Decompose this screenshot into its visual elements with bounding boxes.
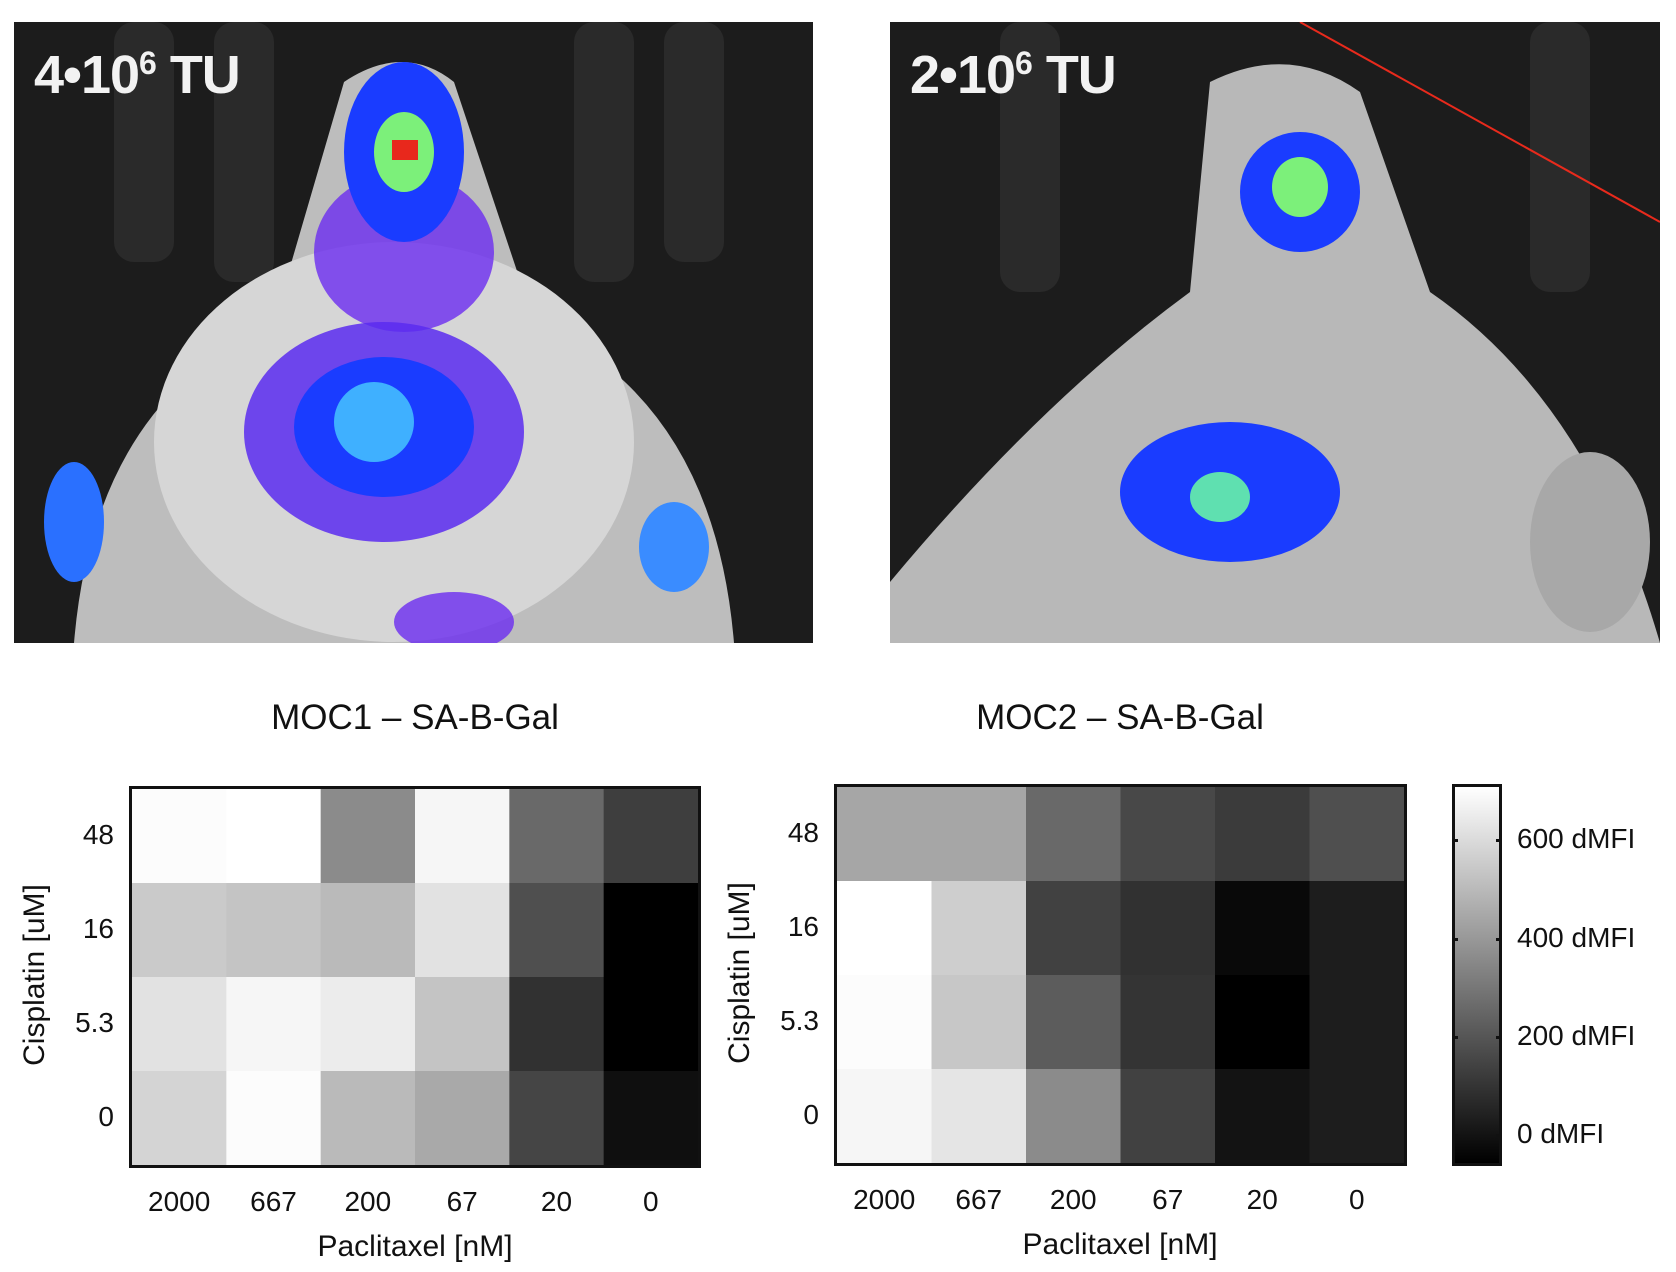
colorbar-tick-mark <box>1496 839 1502 843</box>
colorbar-tick-mark <box>1452 1036 1458 1039</box>
heatmap-cell <box>415 883 510 978</box>
colorbar-tick-mark <box>1452 937 1458 941</box>
y-axis-label-1: Cisplatin [uM] <box>18 884 51 1066</box>
heatmap-cell <box>1026 1069 1121 1163</box>
heatmap-cell <box>603 883 698 978</box>
colorbar-tick-mark <box>1452 839 1458 843</box>
heatmap-cell <box>1120 881 1216 976</box>
dose-label-1: 4•106 TU <box>34 45 241 105</box>
heatmap-cell <box>509 883 605 978</box>
heatmap-cell <box>320 883 416 978</box>
heatmap-cell <box>1309 1069 1404 1163</box>
heatmap-cell <box>1309 881 1404 976</box>
heatmap-cell <box>1026 787 1121 882</box>
x-tick-label: 0 <box>643 1186 659 1217</box>
x-tick-label: 0 <box>1348 1184 1365 1215</box>
heatmap-cell <box>509 789 605 884</box>
x-axis-label-2: Paclitaxel [nM] <box>1022 1228 1218 1261</box>
y-tick-label: 0 <box>98 1101 114 1132</box>
heatmap-cell <box>1215 1069 1310 1163</box>
x-tick-label: 20 <box>1246 1184 1278 1215</box>
colorbar-tick-mark <box>1496 1036 1502 1039</box>
heatmap-cell <box>603 1071 698 1165</box>
bioluminescence-photo-2: 2•106 TU <box>890 22 1660 643</box>
heatmap-cell <box>509 977 605 1072</box>
x-tick-label: 200 <box>1049 1184 1097 1215</box>
heatmap-cell <box>1120 975 1216 1070</box>
bioluminescence-photo-1: 4•106 TU <box>14 22 813 643</box>
y-tick-label: 48 <box>787 817 819 848</box>
heatmap-cells <box>837 787 1404 1163</box>
heatmap-cell <box>931 787 1027 882</box>
heatmap-title-2: MOC2 – SA-B-Gal <box>976 698 1264 737</box>
heatmap-cell <box>226 883 322 978</box>
y-tick-label: 0 <box>803 1099 819 1130</box>
x-tick-label: 2000 <box>853 1184 916 1215</box>
heatmap-cell <box>226 1071 322 1165</box>
mouse-image <box>44 22 734 643</box>
heatmap-cell <box>1215 881 1310 976</box>
x-tick-label: 667 <box>955 1184 1003 1215</box>
heatmap-cell <box>1215 975 1310 1070</box>
colorbar-tick-mark <box>1452 1134 1458 1138</box>
dose-label-2: 2•106 TU <box>910 45 1117 105</box>
heatmap-cell <box>603 977 698 1072</box>
heatmap-cell <box>1215 787 1310 882</box>
heatmap-moc2 <box>834 784 1407 1166</box>
heatmap-cell <box>837 1069 932 1163</box>
x-tick-label: 200 <box>344 1186 392 1217</box>
heatmap-cell <box>132 789 227 884</box>
heatmap-cell <box>226 977 322 1072</box>
heatmap-cell <box>1026 975 1121 1070</box>
heatmap-cell <box>1026 881 1121 976</box>
heatmap-title-1: MOC1 – SA-B-Gal <box>271 698 559 737</box>
colorbar <box>1452 784 1502 1166</box>
heatmap-cell <box>837 881 932 976</box>
heatmap-cell <box>1120 1069 1216 1163</box>
heatmap-cell <box>509 1071 605 1165</box>
x-axis-label-1: Paclitaxel [nM] <box>317 1230 513 1263</box>
x-tick-label: 67 <box>446 1186 478 1217</box>
y-tick-label: 5.3 <box>75 1007 114 1038</box>
heatmap-cell <box>320 1071 416 1165</box>
heatmap-cell <box>132 883 227 978</box>
y-tick-label: 16 <box>787 911 819 942</box>
heatmap-cell <box>931 1069 1027 1163</box>
heatmap-cell <box>320 789 416 884</box>
heatmap-cell <box>226 789 322 884</box>
y-tick-label: 16 <box>82 913 114 944</box>
heatmap-cell <box>415 789 510 884</box>
heatmap-cell <box>603 789 698 884</box>
x-tick-label: 2000 <box>148 1186 211 1217</box>
colorbar-tick-label: 600 dMFI <box>1517 823 1636 855</box>
colorbar-tick-label: 200 dMFI <box>1517 1020 1636 1051</box>
colorbar-tick-label: 0 dMFI <box>1517 1118 1605 1150</box>
y-tick-label: 48 <box>82 819 114 850</box>
x-tick-label: 67 <box>1152 1184 1184 1215</box>
heatmap-cell <box>132 1071 227 1165</box>
heatmap-cell <box>931 881 1027 976</box>
x-tick-label: 667 <box>250 1186 297 1217</box>
colorbar-tick-label: 400 dMFI <box>1517 921 1636 953</box>
x-tick-label: 20 <box>540 1186 573 1217</box>
heatmap-cell <box>415 1071 510 1165</box>
colorbar-tick-mark <box>1496 1134 1502 1138</box>
mouse-image <box>890 22 1660 643</box>
heatmap-cell <box>320 977 416 1072</box>
heatmap-cells <box>132 789 698 1165</box>
heatmap-cell <box>837 787 932 882</box>
heatmap-cell <box>931 975 1027 1070</box>
heatmap-cell <box>1309 787 1404 882</box>
heatmap-cell <box>1120 787 1216 882</box>
y-axis-label-2: Cisplatin [uM] <box>723 882 756 1064</box>
heatmap-moc1 <box>129 786 701 1168</box>
y-tick-label: 5.3 <box>780 1005 819 1036</box>
heatmap-cell <box>132 977 227 1072</box>
heatmap-cell <box>1309 975 1404 1070</box>
colorbar-tick-mark <box>1496 937 1502 941</box>
heatmap-cell <box>837 975 932 1070</box>
heatmap-cell <box>415 977 510 1072</box>
